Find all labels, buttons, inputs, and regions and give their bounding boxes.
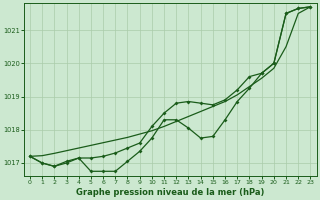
X-axis label: Graphe pression niveau de la mer (hPa): Graphe pression niveau de la mer (hPa) [76, 188, 264, 197]
